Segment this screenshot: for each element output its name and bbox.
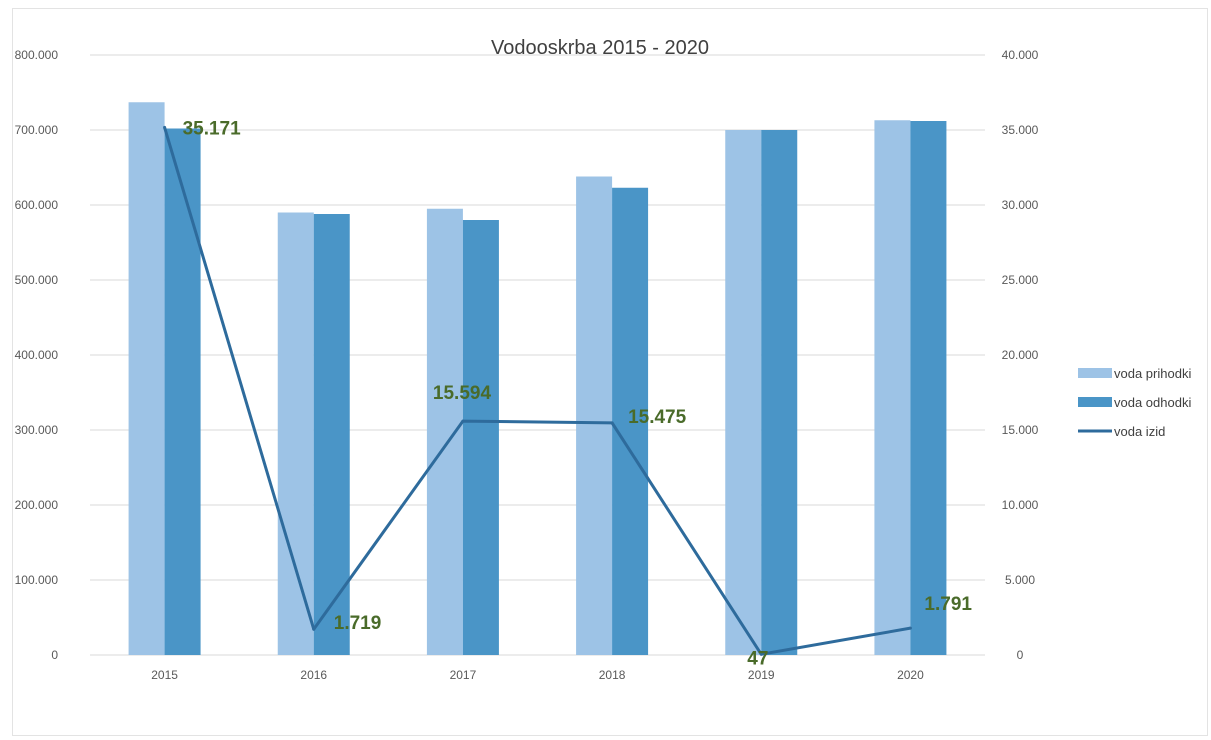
category-labels: 2015 2016 2017 2018 2019 2020 [151, 668, 924, 682]
legend-label: voda prihodki [1114, 366, 1191, 381]
left-tick-label: 300.000 [15, 423, 59, 437]
data-label: 1.791 [924, 594, 972, 615]
bar-voda-odhodki [462, 220, 499, 655]
data-label: 15.594 [433, 383, 492, 404]
data-label: 35.171 [183, 118, 242, 139]
category-label: 2015 [151, 668, 178, 682]
category-label: 2017 [450, 668, 477, 682]
right-tick-label: 0 [1017, 648, 1024, 662]
line-voda-izid [163, 127, 911, 656]
legend-label: voda izid [1114, 424, 1165, 439]
bar-voda-prihodki [874, 120, 911, 655]
bar-voda-odhodki [612, 187, 649, 655]
chart-title: Vodooskrba 2015 - 2020 [491, 37, 709, 59]
line-point [759, 652, 763, 656]
bar-voda-odhodki [910, 121, 947, 655]
right-tick-label: 35.000 [1002, 123, 1039, 137]
bar-voda-odhodki [164, 128, 201, 655]
left-tick-label: 600.000 [15, 198, 59, 212]
category-label: 2016 [300, 668, 327, 682]
right-tick-label: 10.000 [1002, 498, 1039, 512]
legend: voda prihodki voda odhodki voda izid [1078, 366, 1191, 439]
category-label: 2018 [599, 668, 626, 682]
line-point [312, 627, 316, 631]
line-series [163, 125, 912, 656]
right-tick-label: 30.000 [1002, 198, 1039, 212]
bar-voda-prihodki [128, 102, 165, 655]
left-tick-label: 500.000 [15, 273, 59, 287]
category-label: 2020 [897, 668, 924, 682]
bars [128, 102, 947, 655]
bar-voda-prihodki [576, 176, 613, 655]
line-point [908, 626, 912, 630]
data-labels: 35.171 1.719 15.594 15.475 47 1.791 [183, 118, 973, 669]
left-tick-label: 100.000 [15, 573, 59, 587]
left-tick-label: 400.000 [15, 348, 59, 362]
line-point [163, 125, 167, 129]
bar-voda-odhodki [313, 214, 350, 655]
right-tick-label: 25.000 [1002, 273, 1039, 287]
legend-swatch [1078, 397, 1112, 407]
grid-lines [90, 54, 985, 656]
category-label: 2019 [748, 668, 775, 682]
right-tick-label: 20.000 [1002, 348, 1039, 362]
line-point [610, 421, 614, 425]
line-point [461, 419, 465, 423]
bar-voda-prihodki [725, 130, 762, 655]
bar-voda-prihodki [277, 212, 314, 655]
left-tick-label: 200.000 [15, 498, 59, 512]
data-label: 1.719 [334, 613, 382, 634]
legend-swatch [1078, 368, 1112, 378]
right-tick-label: 5.000 [1005, 573, 1035, 587]
left-tick-label: 0 [51, 648, 58, 662]
left-tick-label: 800.000 [15, 48, 59, 62]
right-axis-ticks: 0 5.000 10.000 15.000 20.000 25.000 30.000 35.0… [1002, 48, 1039, 662]
legend-label: voda odhodki [1114, 395, 1191, 410]
data-label: 47 [747, 648, 768, 669]
left-tick-label: 700.000 [15, 123, 59, 137]
bar-voda-prihodki [426, 208, 463, 655]
right-tick-label: 40.000 [1002, 48, 1039, 62]
left-axis-ticks: 0 100.000 200.000 300.000 400.000 500.000 600.… [15, 48, 59, 662]
right-tick-label: 15.000 [1002, 423, 1039, 437]
bar-voda-odhodki [761, 130, 798, 655]
data-label: 15.475 [628, 407, 687, 428]
